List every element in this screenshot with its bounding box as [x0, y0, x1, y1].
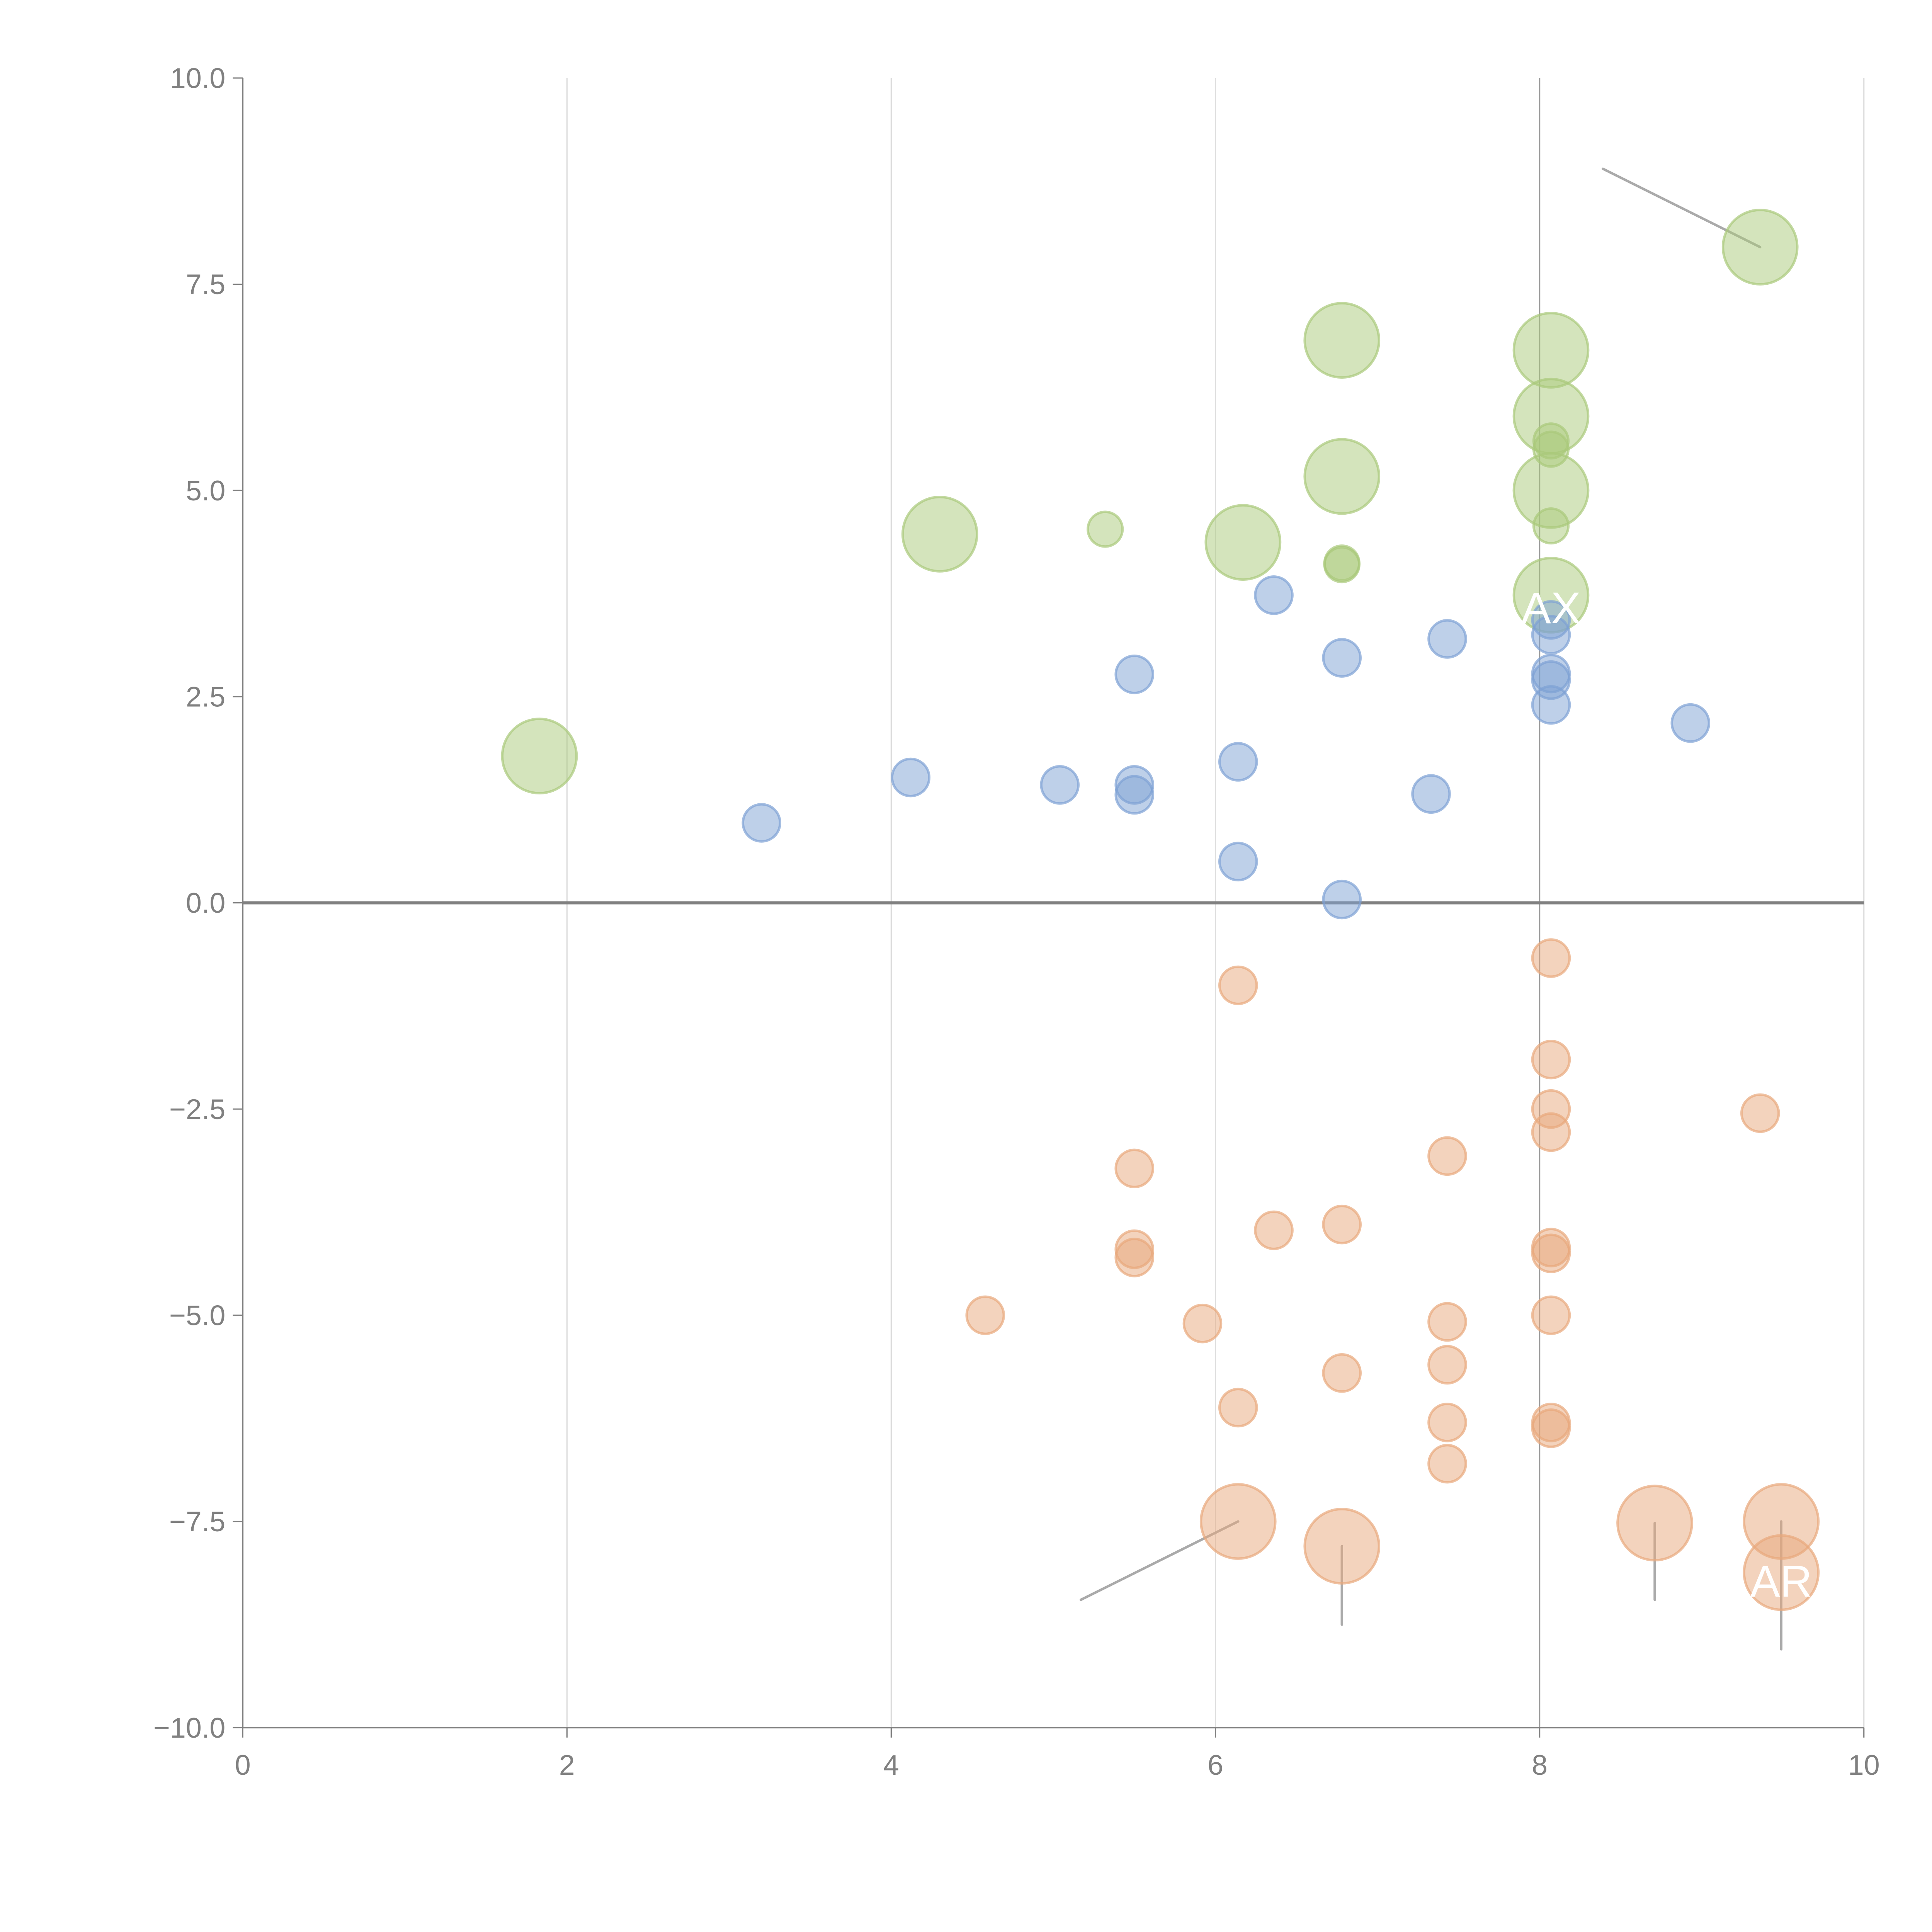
data-point-orange	[1616, 1485, 1693, 1562]
data-point-orange	[965, 1295, 1005, 1335]
data-point-blue	[1254, 575, 1294, 615]
x-tick-label: 6	[1208, 1749, 1223, 1781]
data-point-orange	[1303, 1508, 1381, 1585]
data-point-blue	[1114, 775, 1155, 815]
data-point-orange	[1114, 1148, 1155, 1189]
data-point-blue	[891, 757, 931, 798]
data-point-blue	[742, 803, 782, 843]
data-point-orange	[1427, 1444, 1467, 1484]
data-point-orange	[1740, 1093, 1780, 1133]
data-point-orange	[1427, 1136, 1467, 1176]
data-point-green	[1303, 438, 1381, 515]
data-point-blue	[1114, 654, 1155, 694]
y-tick-label: −7.5	[169, 1505, 225, 1537]
data-point-blue	[1411, 774, 1451, 814]
data-point-green	[1323, 546, 1361, 583]
data-point-green	[1087, 510, 1124, 548]
annotation-label: AX	[1521, 583, 1581, 633]
data-point-orange	[1427, 1345, 1467, 1385]
data-point-orange	[1531, 1112, 1571, 1152]
data-point-orange	[1114, 1238, 1155, 1277]
data-point-blue	[1218, 842, 1258, 882]
data-point-green	[1303, 302, 1381, 379]
x-tick-label: 10	[1848, 1749, 1880, 1781]
y-tick-label: 10.0	[170, 62, 225, 94]
x-tick-label: 2	[559, 1749, 575, 1781]
data-point-orange	[1254, 1210, 1294, 1250]
data-point-blue	[1427, 619, 1467, 659]
data-point-green	[501, 718, 578, 794]
y-tick-label: 5.0	[186, 474, 225, 507]
data-point-blue	[1322, 638, 1362, 678]
y-tick-label: −10.0	[153, 1712, 226, 1744]
data-point-orange	[1743, 1534, 1820, 1611]
x-tick-label: 4	[883, 1749, 899, 1781]
data-point-orange	[1218, 1388, 1258, 1428]
annotations: AX AR	[1521, 583, 1812, 1606]
data-point-blue	[1322, 879, 1362, 920]
y-tick-label: 2.5	[186, 681, 225, 713]
data-point-orange	[1427, 1403, 1467, 1442]
y-tick-label: −5.0	[169, 1299, 225, 1331]
data-point-green	[1512, 311, 1590, 389]
data-points	[501, 209, 1820, 1611]
data-point-orange	[1531, 1233, 1571, 1274]
data-point-green	[1204, 504, 1282, 581]
y-tick-label: 0.0	[186, 887, 225, 919]
data-point-blue	[1670, 703, 1711, 743]
y-tick-label: 7.5	[186, 268, 225, 300]
data-point-blue	[1531, 685, 1571, 725]
data-point-blue	[1218, 742, 1258, 782]
data-point-orange	[1531, 938, 1571, 978]
data-point-orange	[1218, 965, 1258, 1005]
data-point-orange	[1427, 1302, 1467, 1342]
x-tick-label: 8	[1532, 1749, 1548, 1781]
data-point-orange	[1322, 1353, 1362, 1393]
data-point-orange	[1531, 1039, 1571, 1080]
data-point-orange	[1182, 1303, 1223, 1344]
x-axis-ticks: 0 2 4 6 8 10	[235, 1728, 1880, 1781]
axes	[242, 78, 1864, 1729]
data-point-orange	[1531, 1295, 1571, 1335]
x-tick-label: 0	[235, 1749, 251, 1781]
data-point-green	[1532, 507, 1570, 545]
data-point-blue	[1531, 615, 1571, 655]
data-point-blue	[1040, 765, 1080, 805]
annotation-label: AR	[1750, 1557, 1812, 1606]
data-point-green	[901, 496, 978, 573]
y-axis-ticks: 10.0 7.5 5.0 2.5 0.0 −2.5 −5.0 −7.5 −10.0	[153, 62, 243, 1744]
y-tick-label: −2.5	[169, 1093, 225, 1125]
data-point-green	[1721, 209, 1799, 286]
data-point-orange	[1199, 1483, 1277, 1560]
data-point-orange	[1322, 1204, 1362, 1245]
data-point-orange	[1531, 1408, 1571, 1448]
